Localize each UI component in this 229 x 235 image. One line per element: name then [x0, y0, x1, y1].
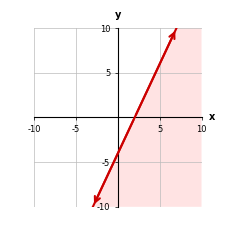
Text: y: y: [115, 10, 121, 20]
Text: x: x: [208, 113, 215, 122]
Polygon shape: [93, 28, 202, 207]
